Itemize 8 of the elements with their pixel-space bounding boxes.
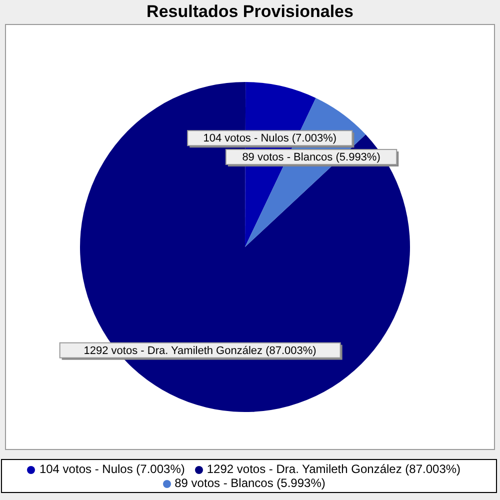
legend-label: 89 votos - Blancos (5.993%) [174,476,326,490]
legend-label: 1292 votos - Dra. Yamileth González (87.003%) [206,462,461,476]
data-label: 1292 votos - Dra. Yamileth González (87.003%) [84,344,316,357]
legend-label: 104 votos - Nulos (7.003%) [39,462,185,476]
chart-title: Resultados Provisionales [146,1,354,23]
data-label: 89 votos - Blancos (5.993%) [242,151,380,164]
pie-slice [80,82,410,412]
data-label: 104 votos - Nulos (7.003%) [203,132,337,145]
